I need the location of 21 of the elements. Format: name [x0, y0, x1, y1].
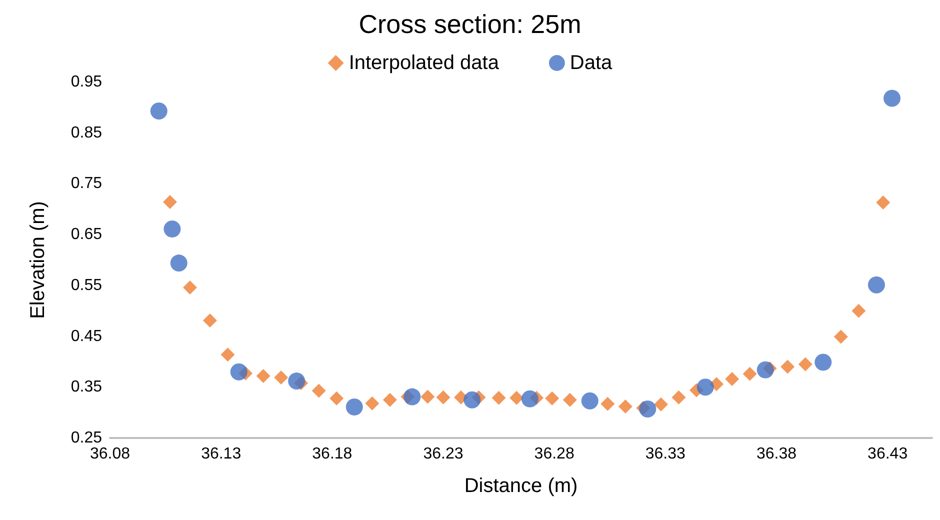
- x-tick-label: 36.28: [534, 446, 574, 462]
- y-tick-label: 0.85: [70, 124, 102, 142]
- x-tick-label: 36.23: [423, 446, 464, 462]
- chart-title: Cross section: 25m: [358, 9, 582, 39]
- legend-label: Interpolated data: [348, 52, 500, 74]
- y-tick-label: 0.35: [70, 378, 102, 396]
- x-tick-label: 36.43: [868, 446, 908, 462]
- x-tick-label: 36.13: [201, 446, 242, 462]
- y-tick-label: 0.55: [70, 276, 102, 294]
- x-tick-label: 36.33: [645, 446, 686, 462]
- x-tick-label: 36.18: [312, 446, 352, 462]
- y-tick-label: 0.95: [70, 74, 102, 90]
- x-tick-label: 36.38: [756, 446, 797, 462]
- x-axis-title: Distance (m): [464, 475, 578, 497]
- y-tick-label: 0.45: [70, 328, 102, 345]
- y-tick-label: 0.65: [70, 226, 102, 244]
- legend-label: Data: [570, 52, 614, 74]
- y-tick-label: 0.25: [70, 430, 102, 446]
- y-tick-label: 0.75: [70, 175, 102, 192]
- x-tick-label: 36.08: [90, 446, 130, 462]
- y-axis-title: Elevation (m): [27, 201, 49, 319]
